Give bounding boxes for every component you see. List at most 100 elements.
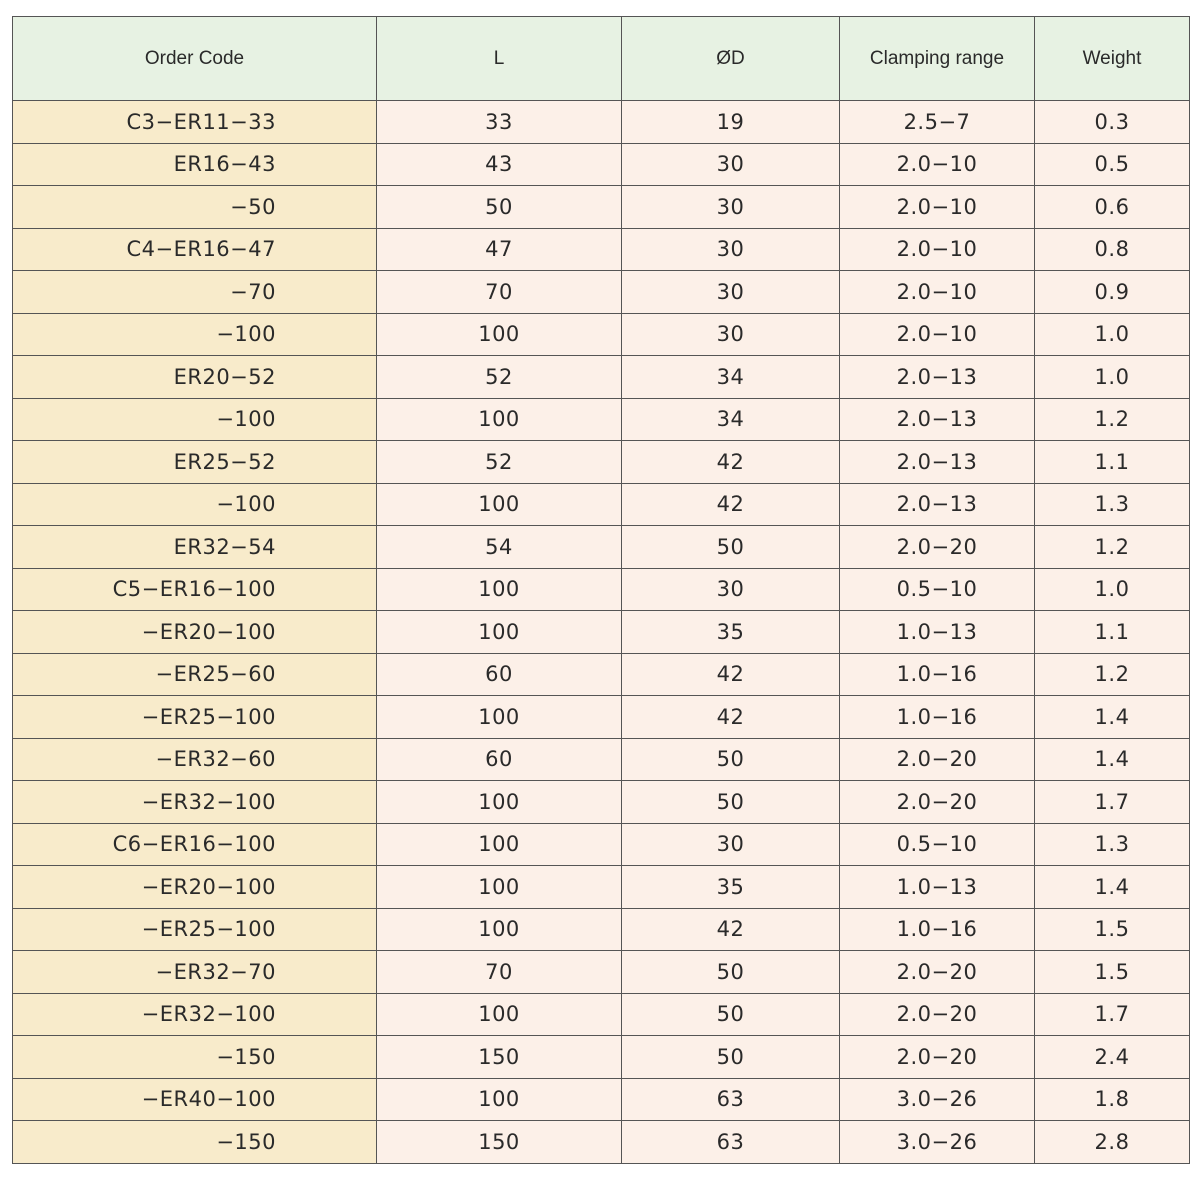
table-row: −100 100 30 2.0−10 1.0 [12, 312, 1190, 356]
table-row: C3−ER11−33 33 19 2.5−7 0.3 [12, 100, 1190, 144]
diameter-cell: 63 [621, 1120, 840, 1164]
clamping-range-cell: 2.0−13 [839, 397, 1035, 441]
diameter-cell: 50 [621, 737, 840, 781]
table-row: −ER20−100 100 35 1.0−13 1.1 [12, 610, 1190, 654]
clamping-range-cell: 2.0−13 [839, 482, 1035, 526]
length-cell: 52 [376, 355, 622, 399]
table-row: C6−ER16−100 100 30 0.5−10 1.3 [12, 822, 1190, 866]
table-row: C5−ER16−100 100 30 0.5−10 1.0 [12, 567, 1190, 611]
length-cell: 47 [376, 227, 622, 271]
diameter-cell: 34 [621, 355, 840, 399]
length-cell: 100 [376, 695, 622, 739]
length-cell: 100 [376, 822, 622, 866]
table-row: −150 150 63 3.0−26 2.8 [12, 1120, 1190, 1164]
weight-cell: 0.9 [1034, 270, 1190, 314]
order-code-cell: ER32−54 [12, 525, 377, 569]
order-code-cell: C4−ER16−47 [12, 227, 377, 271]
clamping-range-cell: 2.0−10 [839, 185, 1035, 229]
diameter-cell: 30 [621, 567, 840, 611]
table-row: −ER25−100 100 42 1.0−16 1.5 [12, 907, 1190, 951]
diameter-cell: 50 [621, 950, 840, 994]
diameter-cell: 30 [621, 312, 840, 356]
diameter-cell: 30 [621, 227, 840, 271]
order-code-cell: ER16−43 [12, 142, 377, 186]
order-code-cell: −ER32−100 [12, 992, 377, 1036]
table-row: −100 100 34 2.0−13 1.2 [12, 397, 1190, 441]
weight-cell: 1.5 [1034, 907, 1190, 951]
diameter-cell: 30 [621, 822, 840, 866]
order-code-cell: −ER25−60 [12, 652, 377, 696]
header-weight: Weight [1034, 16, 1190, 101]
length-cell: 52 [376, 440, 622, 484]
table-row: −ER40−100 100 63 3.0−26 1.8 [12, 1077, 1190, 1121]
header-order-code: Order Code [12, 16, 377, 101]
clamping-range-cell: 2.0−20 [839, 992, 1035, 1036]
table-row: C4−ER16−47 47 30 2.0−10 0.8 [12, 227, 1190, 271]
weight-cell: 1.2 [1034, 525, 1190, 569]
length-cell: 70 [376, 270, 622, 314]
table-row: ER32−54 54 50 2.0−20 1.2 [12, 525, 1190, 569]
length-cell: 54 [376, 525, 622, 569]
table-row: −ER20−100 100 35 1.0−13 1.4 [12, 865, 1190, 909]
length-cell: 100 [376, 397, 622, 441]
table-row: −ER32−100 100 50 2.0−20 1.7 [12, 992, 1190, 1036]
length-cell: 100 [376, 907, 622, 951]
length-cell: 100 [376, 1077, 622, 1121]
clamping-range-cell: 2.0−20 [839, 525, 1035, 569]
length-cell: 100 [376, 865, 622, 909]
clamping-range-cell: 1.0−13 [839, 610, 1035, 654]
clamping-range-cell: 2.0−13 [839, 440, 1035, 484]
length-cell: 100 [376, 992, 622, 1036]
diameter-cell: 50 [621, 992, 840, 1036]
weight-cell: 1.0 [1034, 355, 1190, 399]
clamping-range-cell: 1.0−16 [839, 695, 1035, 739]
length-cell: 43 [376, 142, 622, 186]
order-code-cell: −ER20−100 [12, 865, 377, 909]
diameter-cell: 50 [621, 525, 840, 569]
diameter-cell: 42 [621, 440, 840, 484]
order-code-cell: C3−ER11−33 [12, 100, 377, 144]
length-cell: 100 [376, 567, 622, 611]
length-cell: 100 [376, 780, 622, 824]
order-code-cell: C6−ER16−100 [12, 822, 377, 866]
table-row: −50 50 30 2.0−10 0.6 [12, 185, 1190, 229]
table-row: ER25−52 52 42 2.0−13 1.1 [12, 440, 1190, 484]
order-code-cell: ER20−52 [12, 355, 377, 399]
diameter-cell: 34 [621, 397, 840, 441]
weight-cell: 0.3 [1034, 100, 1190, 144]
weight-cell: 1.2 [1034, 397, 1190, 441]
clamping-range-cell: 2.0−10 [839, 227, 1035, 271]
length-cell: 70 [376, 950, 622, 994]
clamping-range-cell: 0.5−10 [839, 822, 1035, 866]
order-code-cell: −150 [12, 1035, 377, 1079]
diameter-cell: 63 [621, 1077, 840, 1121]
length-cell: 150 [376, 1120, 622, 1164]
table-row: −100 100 42 2.0−13 1.3 [12, 482, 1190, 526]
clamping-range-cell: 1.0−16 [839, 652, 1035, 696]
order-code-cell: −ER25−100 [12, 907, 377, 951]
table-row: ER16−43 43 30 2.0−10 0.5 [12, 142, 1190, 186]
weight-cell: 1.2 [1034, 652, 1190, 696]
weight-cell: 0.6 [1034, 185, 1190, 229]
order-code-cell: −50 [12, 185, 377, 229]
weight-cell: 1.7 [1034, 780, 1190, 824]
clamping-range-cell: 1.0−13 [839, 865, 1035, 909]
table-row: −150 150 50 2.0−20 2.4 [12, 1035, 1190, 1079]
order-code-cell: −ER40−100 [12, 1077, 377, 1121]
order-code-cell: −ER32−70 [12, 950, 377, 994]
order-code-cell: ER25−52 [12, 440, 377, 484]
weight-cell: 1.4 [1034, 737, 1190, 781]
length-cell: 100 [376, 312, 622, 356]
header-length: L [376, 16, 622, 101]
weight-cell: 1.4 [1034, 865, 1190, 909]
clamping-range-cell: 2.0−10 [839, 270, 1035, 314]
length-cell: 100 [376, 482, 622, 526]
clamping-range-cell: 2.0−13 [839, 355, 1035, 399]
table-row: −ER32−70 70 50 2.0−20 1.5 [12, 950, 1190, 994]
diameter-cell: 50 [621, 1035, 840, 1079]
table-body: C3−ER11−33 33 19 2.5−7 0.3 ER16−43 43 30 2.0−10 0… [12, 100, 1190, 1164]
clamping-range-cell: 2.0−20 [839, 780, 1035, 824]
order-code-cell: −70 [12, 270, 377, 314]
clamping-range-cell: 3.0−26 [839, 1120, 1035, 1164]
order-code-cell: −ER32−100 [12, 780, 377, 824]
